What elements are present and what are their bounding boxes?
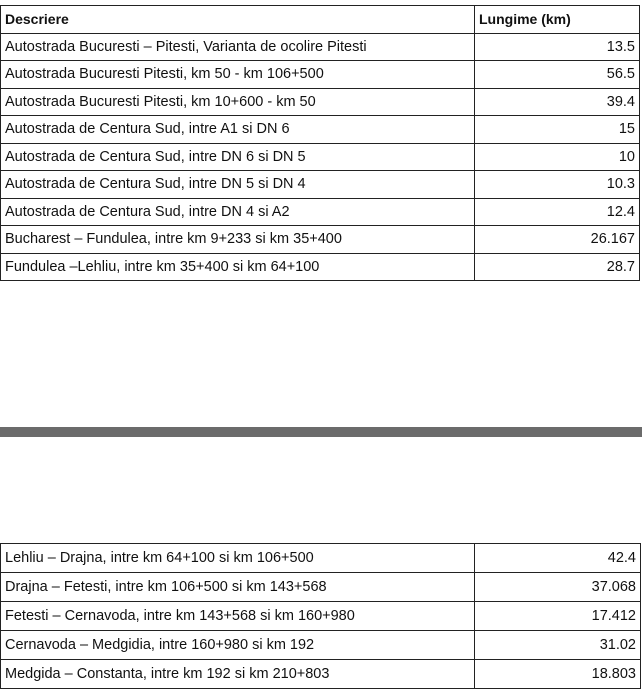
table-row: Autostrada de Centura Sud, intre A1 si D… bbox=[0, 115, 640, 144]
cell-length: 31.02 bbox=[474, 630, 641, 660]
cell-description: Fundulea –Lehliu, intre km 35+400 si km … bbox=[0, 252, 475, 281]
cell-length: 26.167 bbox=[474, 225, 640, 254]
cell-description: Cernavoda – Medgidia, intre 160+980 si k… bbox=[0, 630, 475, 660]
cell-description: Autostrada Bucuresti Pitesti, km 10+600 … bbox=[0, 87, 475, 116]
cell-length: 18.803 bbox=[474, 659, 641, 689]
cell-length: 15 bbox=[474, 115, 640, 144]
cell-length: 56.5 bbox=[474, 60, 640, 89]
table-header-row: Descriere Lungime (km) bbox=[0, 5, 640, 34]
cell-description: Autostrada de Centura Sud, intre A1 si D… bbox=[0, 115, 475, 144]
cell-length: 12.4 bbox=[474, 197, 640, 226]
cell-description: Drajna – Fetesti, intre km 106+500 si km… bbox=[0, 572, 475, 602]
cell-description: Fetesti – Cernavoda, intre km 143+568 si… bbox=[0, 601, 475, 631]
page-separator-bar bbox=[0, 427, 642, 437]
table-row: Autostrada de Centura Sud, intre DN 5 si… bbox=[0, 170, 640, 199]
cell-description: Autostrada Bucuresti – Pitesti, Varianta… bbox=[0, 32, 475, 61]
table-row: Cernavoda – Medgidia, intre 160+980 si k… bbox=[0, 630, 641, 660]
cell-length: 10 bbox=[474, 142, 640, 171]
cell-description: Autostrada Bucuresti Pitesti, km 50 - km… bbox=[0, 60, 475, 89]
table-row: Autostrada Bucuresti Pitesti, km 50 - km… bbox=[0, 60, 640, 89]
table-row: Bucharest – Fundulea, intre km 9+233 si … bbox=[0, 225, 640, 254]
cell-length: 10.3 bbox=[474, 170, 640, 199]
cell-length: 39.4 bbox=[474, 87, 640, 116]
table-row: Autostrada de Centura Sud, intre DN 4 si… bbox=[0, 197, 640, 226]
table-row: Medgida – Constanta, intre km 192 si km … bbox=[0, 659, 641, 689]
table-row: Autostrada de Centura Sud, intre DN 6 si… bbox=[0, 142, 640, 171]
cell-length: 17.412 bbox=[474, 601, 641, 631]
cell-description: Medgida – Constanta, intre km 192 si km … bbox=[0, 659, 475, 689]
cell-length: 28.7 bbox=[474, 252, 640, 281]
table-row: Fundulea –Lehliu, intre km 35+400 si km … bbox=[0, 252, 640, 281]
table-row: Autostrada Bucuresti – Pitesti, Varianta… bbox=[0, 32, 640, 61]
table-row: Lehliu – Drajna, intre km 64+100 si km 1… bbox=[0, 543, 641, 573]
header-description: Descriere bbox=[0, 5, 475, 34]
table-row: Drajna – Fetesti, intre km 106+500 si km… bbox=[0, 572, 641, 602]
cell-description: Lehliu – Drajna, intre km 64+100 si km 1… bbox=[0, 543, 475, 573]
table-row: Fetesti – Cernavoda, intre km 143+568 si… bbox=[0, 601, 641, 631]
cell-description: Autostrada de Centura Sud, intre DN 5 si… bbox=[0, 170, 475, 199]
road-length-table-top: Descriere Lungime (km) Autostrada Bucure… bbox=[0, 5, 640, 281]
table-row: Autostrada Bucuresti Pitesti, km 10+600 … bbox=[0, 87, 640, 116]
road-length-table-bottom: Lehliu – Drajna, intre km 64+100 si km 1… bbox=[0, 543, 641, 689]
cell-description: Bucharest – Fundulea, intre km 9+233 si … bbox=[0, 225, 475, 254]
cell-length: 13.5 bbox=[474, 32, 640, 61]
cell-length: 37.068 bbox=[474, 572, 641, 602]
cell-description: Autostrada de Centura Sud, intre DN 6 si… bbox=[0, 142, 475, 171]
cell-length: 42.4 bbox=[474, 543, 641, 573]
cell-description: Autostrada de Centura Sud, intre DN 4 si… bbox=[0, 197, 475, 226]
header-length: Lungime (km) bbox=[474, 5, 640, 34]
